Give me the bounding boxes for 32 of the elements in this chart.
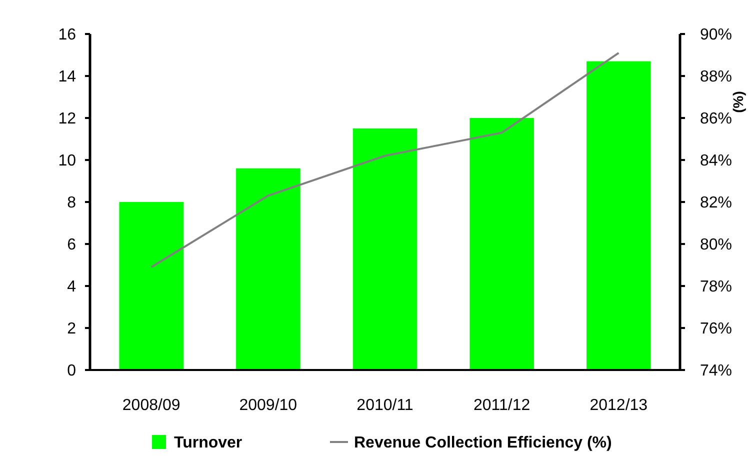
bar [470,118,534,370]
y-tick-label: 2 [67,320,76,338]
y2-tick-label: 74% [700,362,732,380]
y2-tick-label: 84% [700,152,732,170]
y2-tick-label: 90% [700,26,732,44]
y2-tick-label: 86% [700,110,732,128]
bar [236,168,300,370]
y2-tick-label: 82% [700,194,732,212]
legend-label: Revenue Collection Efficiency (%) [354,434,612,452]
legend-label: Turnover [174,434,242,452]
y-tick-label: 4 [67,278,76,296]
x-tick-label: 2009/10 [239,397,298,414]
x-tick-label: 2011/12 [474,397,530,414]
y-tick-label: 6 [67,236,76,254]
y-tick-label: 16 [58,26,76,44]
x-tick-label: 2012/13 [590,397,648,414]
y2-tick-label: 80% [700,236,732,254]
y-tick-label: 14 [58,68,76,86]
y-tick-label: 10 [58,152,76,170]
y2-tick-label: 88% [700,68,732,86]
y2-tick-label: 78% [700,278,732,296]
y-tick-label: 0 [67,362,76,380]
y2-tick-label: 76% [700,320,732,338]
x-tick-label: 2008/09 [122,397,180,414]
bar [119,202,184,370]
x-tick-label: 2010/11 [356,397,414,414]
bar [352,128,418,370]
bar [586,61,651,370]
y-tick-label: 12 [58,110,76,128]
line-series [150,52,620,268]
y-tick-label: 8 [67,194,76,212]
y2-axis-title: (%) [730,91,746,113]
